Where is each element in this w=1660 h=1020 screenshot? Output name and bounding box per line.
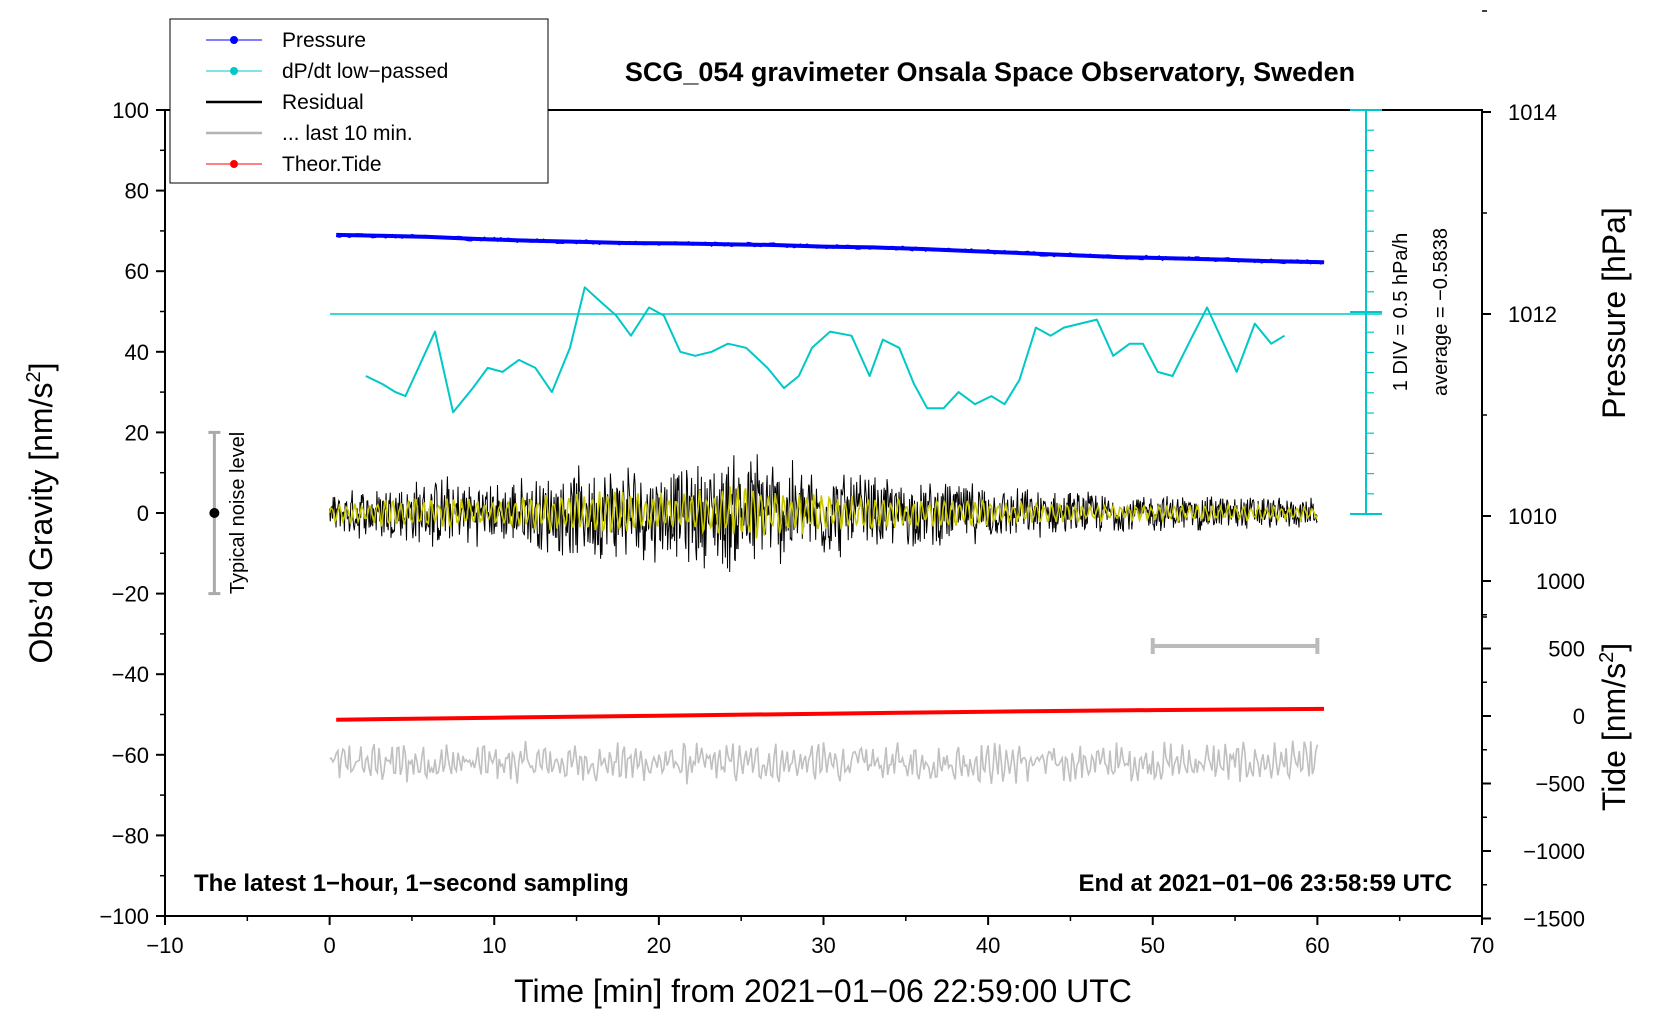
y-axis-label-gravity-sup: 2: [23, 371, 45, 382]
series-last10min: [329, 740, 1319, 785]
y-tick-label: −60: [112, 743, 149, 768]
x-axis-label: Time [min] from 2021−01−06 22:59:00 UTC: [514, 973, 1132, 1009]
dpdt-scale: [1350, 109, 1382, 515]
legend-entry-residual-label: Residual: [282, 91, 364, 114]
x-tick-label: −10: [146, 933, 183, 958]
y-axis-label-tide-sup: 2: [1596, 652, 1618, 663]
series-layer: [328, 232, 1325, 785]
series-residual: [329, 454, 1318, 573]
noise-level-center-dot: [209, 508, 220, 518]
legend-entry-pressure-label: Pressure: [282, 29, 366, 52]
x-tick-label: 0: [324, 933, 336, 958]
legend-entry-last10-label: ... last 10 min.: [282, 122, 413, 145]
chart-title: SCG_054 gravimeter Onsala Space Observat…: [625, 57, 1355, 87]
noise-level-bar: [208, 430, 221, 596]
pressure-tick-label: 1014: [1508, 100, 1557, 125]
legend-entry-pressure-marker: [230, 36, 238, 44]
dpdt-average-label: average = −0.5838: [1430, 228, 1452, 396]
tide-tick-label: −1000: [1523, 839, 1585, 864]
end-time-note: End at 2021−01−06 23:58:59 UTC: [1078, 870, 1452, 897]
y-tick-label: 60: [125, 259, 149, 284]
x-tick-label: 10: [482, 933, 506, 958]
x-tick-label: 60: [1305, 933, 1329, 958]
legend-entries: Pressure dP/dt low−passed Residual ... last…: [206, 29, 448, 176]
x-tick-label: 40: [976, 933, 1000, 958]
tide-tick-label: 500: [1548, 637, 1585, 662]
x-tick-label: 50: [1141, 933, 1165, 958]
legend-entry-tide-marker: [230, 160, 238, 168]
tide-tick-label: 1000: [1536, 569, 1585, 594]
y-tick-label: 100: [112, 98, 149, 123]
legend-entry-dpdt-marker: [230, 67, 238, 75]
y-axis-label-tide-close: ]: [1596, 643, 1632, 652]
legend-entry-dpdt-label: dP/dt low−passed: [282, 60, 448, 83]
pressure-tick-label: 1010: [1508, 504, 1557, 529]
pressure-tick-label: 1012: [1508, 302, 1557, 327]
y-tick-label: −20: [112, 582, 149, 607]
tide-tick-label: 0: [1573, 704, 1585, 729]
noise-level-label: Typical noise level: [227, 432, 249, 594]
last10-range-marker: [1150, 637, 1320, 654]
dpdt-div-label: 1 DIV = 0.5 hPa/h: [1390, 233, 1412, 391]
y-axis-label-tide-text: Tide [nm/s: [1596, 663, 1632, 811]
y-tick-label: −40: [112, 662, 149, 687]
x-axis: −10 0 10 20 30 40 50 60 70: [146, 916, 1494, 958]
tide-tick-label: −1500: [1523, 907, 1585, 932]
y-axis-label-gravity: Obs’d Gravity [nm/s2]: [23, 363, 59, 664]
legend: Pressure dP/dt low−passed Residual ... last…: [169, 18, 549, 184]
y-tick-label: 20: [125, 420, 149, 445]
series-pressure-noise: [335, 233, 1325, 265]
y-axis-gravity: 100 80 60 40 20 0 −20 −40 −60 −80 −100: [99, 98, 165, 929]
series-tide: [336, 706, 1325, 722]
y-axis-label-gravity-text: Obs’d Gravity [nm/s: [23, 383, 59, 664]
y-axis-tide: 1000 500 0 −500 −1000 −1500: [1482, 569, 1585, 932]
y-tick-label: 80: [125, 179, 149, 204]
y-tick-label: 0: [137, 501, 149, 526]
y-tick-label: −80: [112, 823, 149, 848]
y-axis-label-tide: Tide [nm/s2]: [1596, 643, 1632, 811]
y-axis-label-gravity-close: ]: [23, 363, 59, 372]
x-tick-label: 20: [647, 933, 671, 958]
x-tick-label: 70: [1470, 933, 1494, 958]
series-residual-filtered: [328, 486, 1319, 539]
tide-tick-label: −500: [1535, 772, 1585, 797]
legend-entry-tide-label: Theor.Tide: [282, 153, 382, 176]
x-tick-label: 30: [811, 933, 835, 958]
y-tick-label: −100: [99, 904, 149, 929]
series-dpdt: [365, 286, 1286, 414]
y-axis-label-pressure: Pressure [hPa]: [1596, 207, 1632, 419]
sampling-note: The latest 1−hour, 1−second sampling: [194, 870, 629, 897]
y-axis-pressure: 1014 1012 1010: [1482, 10, 1557, 618]
y-tick-label: 40: [125, 340, 149, 365]
